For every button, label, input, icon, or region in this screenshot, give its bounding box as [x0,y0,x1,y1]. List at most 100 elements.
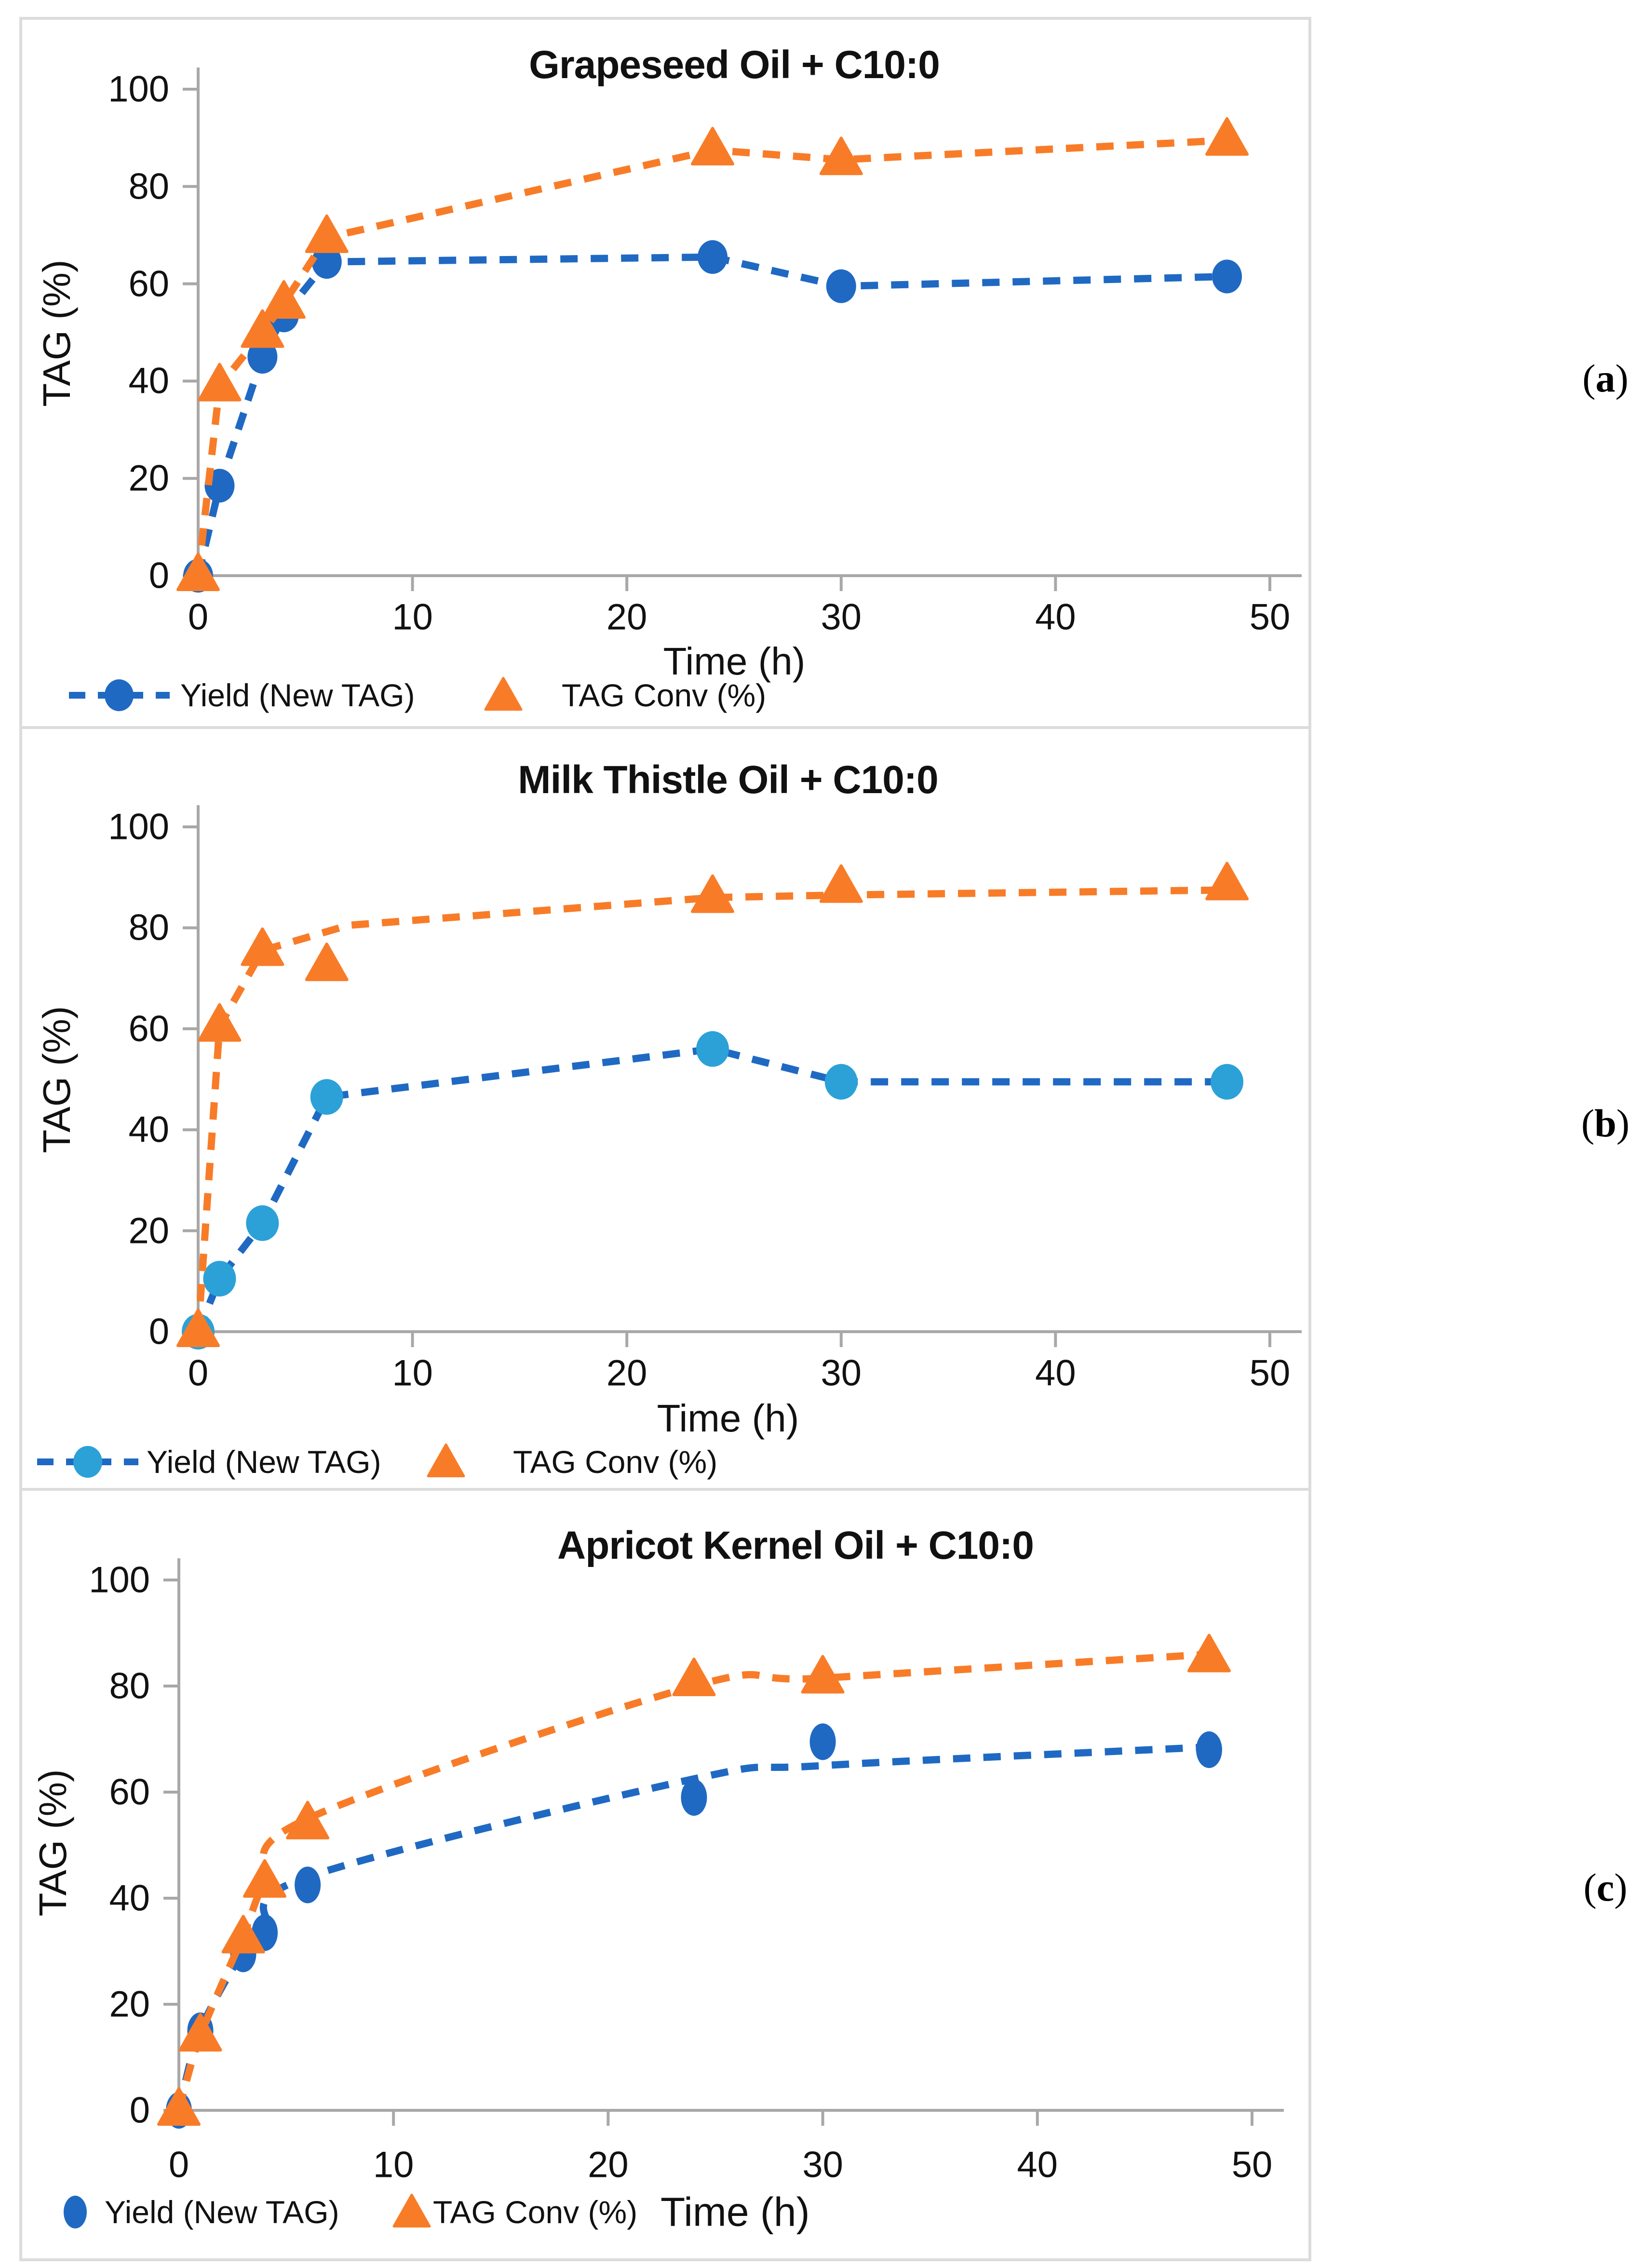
x-tick-label: 0 [168,2144,189,2186]
x-tick-label: 10 [392,596,433,638]
data-point-conv [286,1801,330,1839]
data-point-yield [698,240,728,274]
legend-label-yield: Yield (New TAG) [147,1444,381,1480]
legend-label-conv: TAG Conv (%) [433,2194,638,2230]
data-point-conv [243,1859,287,1898]
data-point-conv [157,2087,201,2126]
data-point-conv [819,136,863,176]
data-point-conv [221,1915,265,1954]
data-point-conv [178,2013,222,2052]
data-point-yield [696,1031,729,1067]
x-tick-label: 10 [373,2144,414,2186]
data-point-conv [691,127,735,166]
legend-conv-marker-icon [427,1443,465,1478]
data-point-yield [681,1779,707,1816]
x-tick-label: 20 [606,596,647,638]
data-point-conv [801,1655,845,1694]
x-tick-label: 20 [606,1352,647,1394]
legend-label-yield: Yield (New TAG) [180,677,415,713]
plot-canvas-c [64,1558,1284,2228]
panel-label-a: (a) [1582,356,1629,400]
x-tick-label: 20 [588,2144,629,2186]
data-point-conv [305,942,349,981]
y-axis-label: TAG (%) [35,259,78,407]
y-axis-label: TAG (%) [31,1769,74,1917]
data-point-conv [176,1309,220,1347]
data-point-conv [198,1003,242,1042]
legend-label-conv: TAG Conv (%) [513,1444,718,1480]
y-tick-label: 100 [108,68,169,110]
x-tick-label: 40 [1035,1352,1076,1394]
x-tick-label: 40 [1017,2144,1058,2186]
panel-label-b: (b) [1581,1101,1630,1145]
y-tick-label: 0 [129,2090,150,2131]
chart-title: Grapeseed Oil + C10:0 [529,43,940,87]
y-tick-label: 100 [108,806,169,848]
x-tick-label: 50 [1249,1352,1291,1394]
x-tick-label: 30 [821,1352,862,1394]
panel-label-c: (c) [1583,1865,1628,1909]
data-point-conv [672,1658,716,1696]
chart-title: Apricot Kernel Oil + C10:0 [557,1524,1034,1567]
data-point-conv [1205,862,1249,901]
legend-yield-marker-icon [105,679,134,711]
x-tick-label: 10 [392,1352,433,1394]
series-line-conv [194,136,1227,576]
plot-canvas-b [37,805,1302,1478]
y-tick-label: 40 [128,1109,169,1150]
x-tick-label: 0 [188,596,209,638]
data-point-yield [247,339,278,374]
y-tick-label: 40 [128,360,169,402]
data-point-yield [826,269,856,303]
series-line-yield [194,253,1227,577]
data-point-conv [241,309,284,348]
y-axis-label: TAG (%) [35,1006,78,1153]
y-tick-label: 60 [109,1771,150,1813]
y-tick-label: 0 [148,555,169,596]
legend-yield-marker-icon [64,2196,87,2228]
y-tick-label: 40 [109,1877,150,1919]
y-tick-label: 20 [128,1210,169,1252]
x-axis-label: Time (h) [663,640,806,683]
y-tick-label: 20 [109,1984,150,2025]
legend-label-yield: Yield (New TAG) [105,2194,339,2230]
series-line-yield [195,1045,1227,1333]
data-point-conv [1187,1634,1231,1673]
chart-panel-c: 0 20 40 60 80 100 0 10 20 30 40 50 Apricot Kernel Oi… [19,1488,1311,2261]
data-point-yield [311,245,342,279]
y-tick-label: 20 [128,458,169,499]
x-tick-label: 40 [1035,596,1076,638]
x-axis-label: Time (h) [657,1397,799,1440]
data-point-conv [1205,117,1249,156]
y-tick-label: 0 [148,1311,169,1352]
x-tick-label: 0 [188,1352,209,1394]
data-point-conv [241,927,284,966]
series-line-conv [175,1650,1210,2112]
data-point-conv [691,874,735,913]
data-point-yield [824,1064,858,1100]
legend-conv-marker-icon [392,2193,431,2228]
x-tick-label: 30 [802,2144,843,2186]
legend-yield-marker-icon [73,1446,102,1478]
y-tick-label: 60 [128,263,169,305]
legend-label-conv: TAG Conv (%) [562,677,767,713]
series-line-conv [194,886,1227,1332]
x-axis-label: Time (h) [660,2189,810,2235]
data-point-yield [1196,1731,1222,1768]
data-point-yield [310,1079,343,1115]
x-tick-label: 30 [821,596,862,638]
data-point-yield [809,1723,836,1760]
data-point-conv [819,864,863,903]
data-point-yield [1211,1064,1244,1100]
y-tick-label: 80 [109,1665,150,1707]
data-point-yield [1212,259,1242,294]
data-point-yield [295,1866,321,1904]
data-point-conv [198,363,242,402]
y-tick-label: 100 [89,1559,150,1601]
data-point-conv [262,280,306,319]
chart-panel-b: 0 20 40 60 80 100 0 10 20 30 40 50 Milk Thistle Oil … [19,726,1311,1491]
data-point-yield [203,1261,236,1297]
plot-canvas-a [69,68,1302,711]
data-point-conv [176,553,220,591]
chart-panel-a: 0 20 40 60 80 100 0 10 20 30 40 50 Grapeseed Oil + C… [19,17,1311,729]
